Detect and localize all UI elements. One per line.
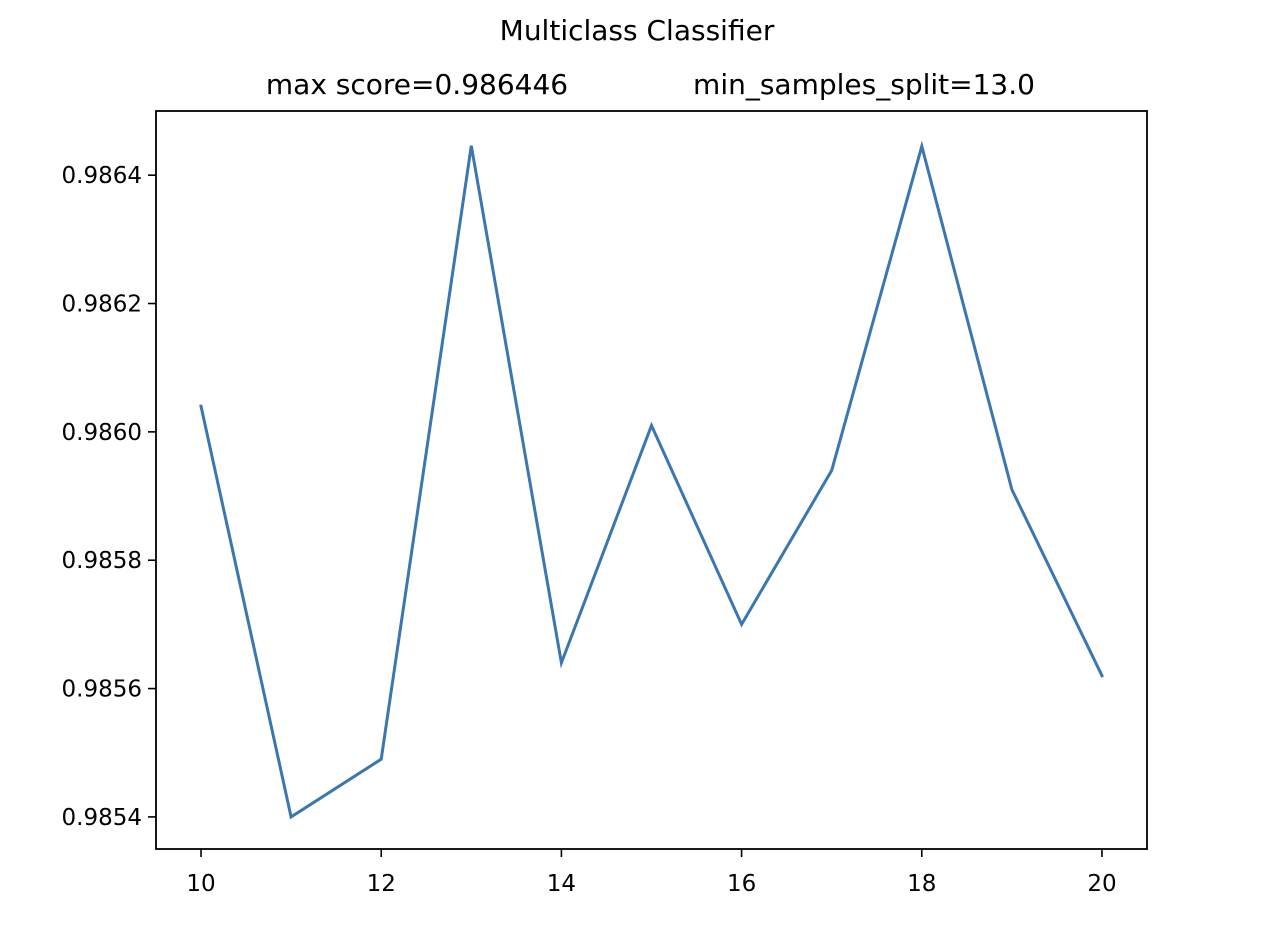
axes-frame (155, 110, 1148, 850)
y-axis: 0.9854 0.9856 0.9858 0.9860 0.9862 0.9864 (62, 163, 156, 831)
y-tick-label: 0.9860 (62, 420, 142, 446)
x-axis: 10 12 14 16 18 20 (186, 849, 1117, 897)
chart-title: Multiclass Classifier (500, 14, 775, 47)
y-tick-label: 0.9862 (62, 292, 142, 318)
y-tick-label: 0.9858 (62, 548, 142, 574)
x-tick-label: 10 (186, 871, 215, 897)
plot-area: 10 12 14 16 18 20 0.98540.98560.98580.98600.9… (62, 110, 1148, 897)
y-tick-label: 0.9864 (62, 163, 142, 189)
x-tick-label: 20 (1087, 871, 1116, 897)
x-tick-label: 18 (907, 871, 936, 897)
chart-subtitle-score: max score=0.986446 (266, 68, 568, 101)
x-tick-label: 14 (547, 871, 576, 897)
series-layer (199, 140, 1105, 820)
x-tick-label: 12 (367, 871, 396, 897)
y-tick-label: 0.9856 (62, 677, 142, 703)
series-line (199, 140, 1105, 820)
x-tick-label: 16 (727, 871, 756, 897)
chart-subtitle-param: min_samples_split=13.0 (693, 68, 1035, 101)
y-tick-label: 0.9854 (62, 805, 142, 831)
